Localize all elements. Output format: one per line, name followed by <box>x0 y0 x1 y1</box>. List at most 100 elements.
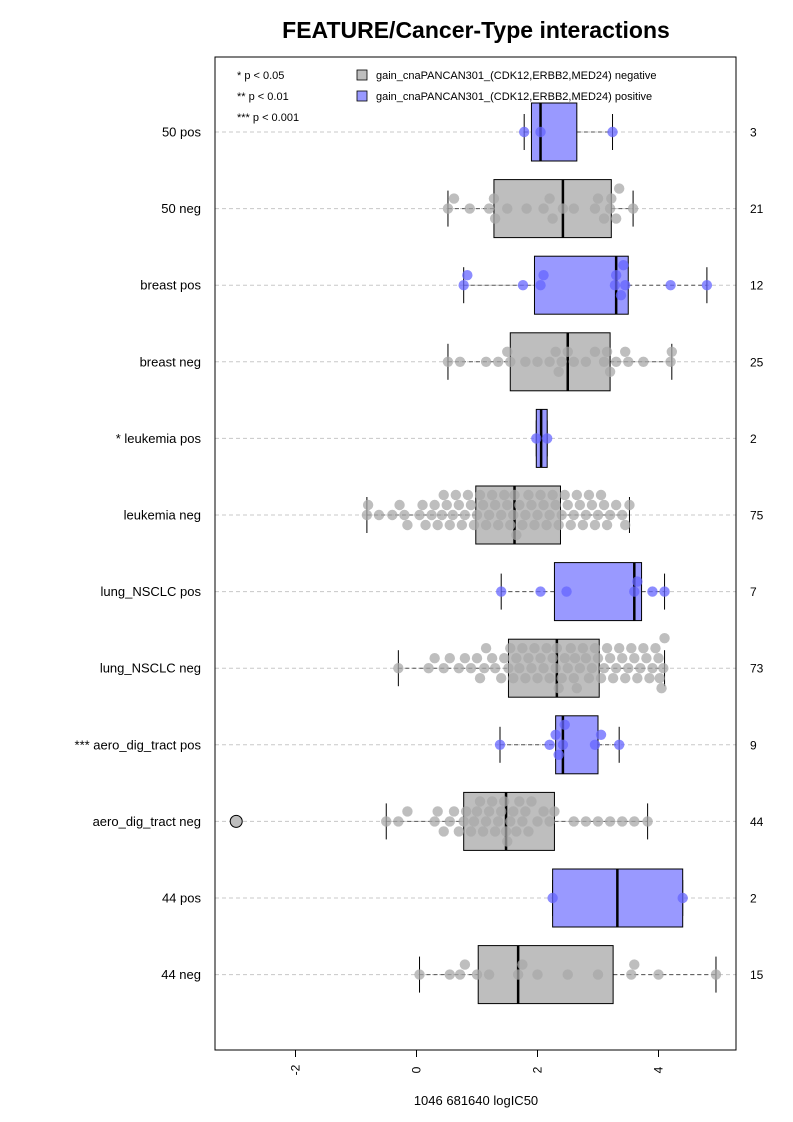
data-point <box>526 796 537 807</box>
data-point <box>610 356 622 367</box>
data-point <box>595 673 607 684</box>
data-point <box>577 643 589 654</box>
data-point <box>520 356 531 367</box>
data-point <box>551 643 563 654</box>
group-count: 12 <box>750 279 764 293</box>
data-point <box>381 816 392 827</box>
data-point <box>521 203 532 214</box>
data-point <box>480 643 492 654</box>
data-point <box>508 509 519 521</box>
legend-swatch <box>356 90 368 102</box>
data-point <box>499 489 510 501</box>
data-point <box>483 203 495 214</box>
data-point <box>402 806 413 817</box>
data-point <box>654 673 665 684</box>
data-point <box>517 959 528 970</box>
data-point <box>607 126 618 138</box>
data-point <box>465 826 477 837</box>
group-count: 25 <box>750 355 764 369</box>
data-point <box>609 280 621 291</box>
data-point <box>544 356 555 367</box>
group-label: 44 neg <box>161 967 201 982</box>
data-point <box>568 509 579 521</box>
data-point <box>547 489 558 501</box>
data-point <box>535 586 546 597</box>
data-point <box>710 969 722 980</box>
data-point <box>598 499 610 511</box>
x-tick-label: -2 <box>289 1064 303 1075</box>
data-point <box>632 576 643 587</box>
data-point <box>656 683 667 694</box>
data-point <box>559 489 570 501</box>
data-point <box>620 346 631 357</box>
group-label: 44 pos <box>162 891 202 906</box>
legend-significance-item: *** p < 0.001 <box>237 112 299 124</box>
data-point <box>486 796 498 807</box>
data-point <box>604 366 616 377</box>
data-point <box>453 826 465 837</box>
data-point <box>459 509 471 521</box>
data-point <box>550 499 561 511</box>
group-label: 50 pos <box>162 125 202 140</box>
data-point <box>444 519 455 531</box>
data-point <box>604 203 616 214</box>
data-point <box>701 280 713 291</box>
data-point <box>526 499 537 511</box>
data-point <box>561 586 572 597</box>
data-point <box>532 969 543 980</box>
data-point <box>589 346 601 357</box>
data-point <box>565 643 576 654</box>
data-point <box>550 729 561 740</box>
group-count: 21 <box>750 202 764 216</box>
data-point <box>532 509 543 521</box>
data-point <box>547 213 558 224</box>
data-point <box>571 683 583 694</box>
group-count: 2 <box>750 892 757 906</box>
x-tick-label: 2 <box>531 1066 545 1073</box>
group-count: 44 <box>750 815 764 829</box>
data-point <box>653 969 664 980</box>
group-count: 3 <box>750 126 757 140</box>
data-point <box>666 346 678 357</box>
data-point <box>488 193 500 204</box>
data-point <box>517 280 529 291</box>
data-point <box>511 653 522 664</box>
data-point <box>453 663 465 674</box>
data-point <box>423 663 434 674</box>
data-point <box>598 356 610 367</box>
group-label: leukemia neg <box>124 508 201 523</box>
data-point <box>505 356 516 367</box>
data-point <box>665 356 676 367</box>
data-point <box>420 519 431 531</box>
data-point <box>586 499 598 511</box>
data-point <box>471 969 483 980</box>
data-point <box>538 663 549 674</box>
data-point <box>483 969 495 980</box>
data-point <box>509 489 520 501</box>
data-point <box>677 892 688 904</box>
data-point <box>502 203 513 214</box>
data-point <box>632 673 643 684</box>
data-point <box>503 663 514 674</box>
data-point <box>635 663 646 674</box>
data-point <box>500 826 512 837</box>
data-point <box>604 653 616 664</box>
data-point <box>589 519 601 531</box>
data-point <box>480 519 492 531</box>
data-point <box>505 816 516 827</box>
data-point <box>557 739 569 750</box>
box <box>477 945 614 1005</box>
data-point <box>568 203 579 214</box>
data-point <box>532 673 543 684</box>
data-point <box>523 826 534 837</box>
data-point <box>598 663 610 674</box>
data-point <box>417 499 428 511</box>
data-point <box>553 749 564 760</box>
data-point <box>414 509 425 521</box>
data-point <box>535 126 546 138</box>
group-label: aero_dig_tract neg <box>93 814 201 829</box>
data-point <box>620 673 631 684</box>
data-point <box>444 816 455 827</box>
data-point <box>580 816 592 827</box>
data-point <box>526 663 537 674</box>
